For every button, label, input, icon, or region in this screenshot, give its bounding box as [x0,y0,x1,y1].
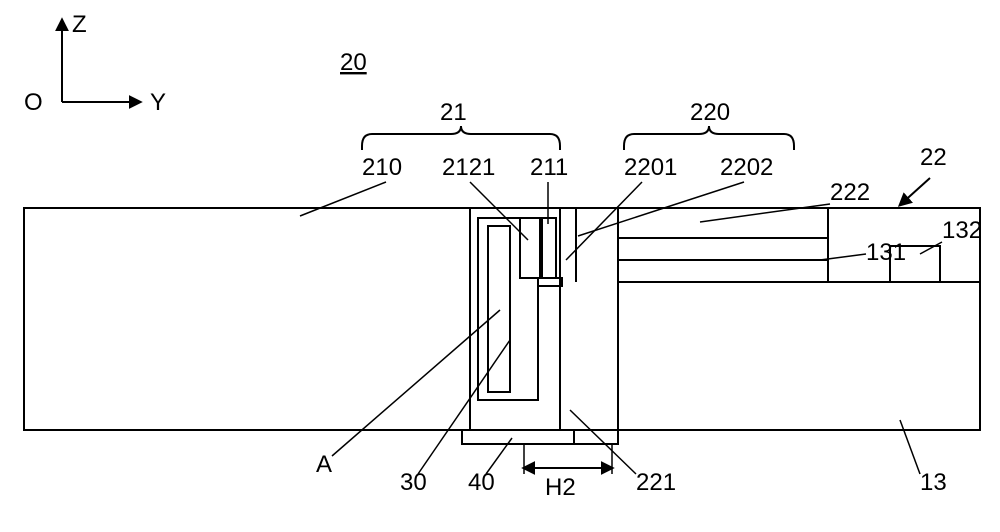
svg-text:Y: Y [150,89,166,116]
dimension-markers: H2 [524,444,612,501]
svg-text:211: 211 [530,154,568,181]
svg-text:221: 221 [636,469,676,496]
figure-number: 20 [340,49,367,76]
svg-text:220: 220 [690,99,730,126]
svg-text:O: O [24,89,43,116]
svg-text:21: 21 [440,99,467,126]
svg-text:H2: H2 [545,474,576,501]
svg-text:22: 22 [920,144,947,171]
svg-text:Z: Z [72,11,87,38]
svg-text:222: 222 [830,179,870,206]
coordinate-axes: O Z Y [24,11,166,116]
diagram-canvas: OZY H2 212202102121211220122022222213113… [0,0,1000,532]
svg-text:132: 132 [942,217,982,244]
svg-text:131: 131 [866,239,906,266]
svg-text:30: 30 [400,469,427,496]
svg-text:13: 13 [920,469,947,496]
svg-text:40: 40 [468,469,495,496]
svg-text:2201: 2201 [624,154,677,181]
svg-text:2202: 2202 [720,154,773,181]
svg-text:20: 20 [340,49,367,76]
svg-text:A: A [316,451,332,478]
svg-text:210: 210 [362,154,402,181]
svg-text:2121: 2121 [442,154,495,181]
center-assembly [462,208,618,444]
